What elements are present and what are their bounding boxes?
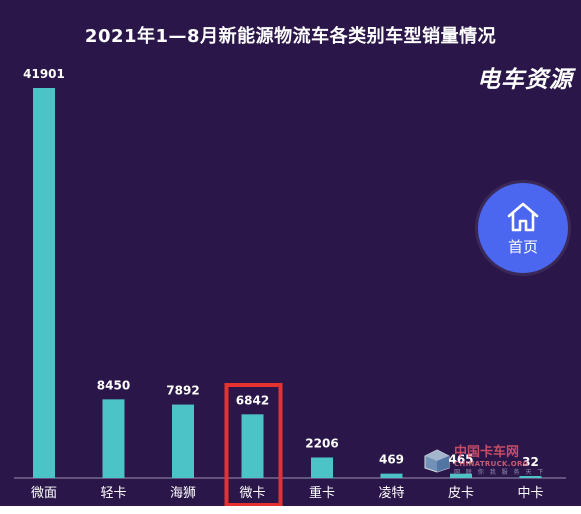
category-label-0: 微面 bbox=[31, 486, 57, 501]
category-label-1: 轻卡 bbox=[100, 486, 126, 501]
home-button[interactable]: 首页 bbox=[478, 183, 568, 273]
category-label-4: 重卡 bbox=[309, 485, 335, 501]
data-label-6: 465 bbox=[448, 453, 473, 467]
bar-2 bbox=[172, 404, 194, 478]
bar-7 bbox=[519, 476, 542, 478]
category-label-2: 海狮 bbox=[170, 486, 196, 501]
bar-1 bbox=[102, 399, 125, 478]
category-label-3: 微卡 bbox=[239, 486, 265, 501]
chart-title: 2021年1—8月新能源物流车各类别车型销量情况 bbox=[84, 26, 497, 47]
truck-logo-icon bbox=[424, 449, 450, 473]
category-label-6: 皮卡 bbox=[448, 486, 474, 501]
watermark-cn: 中国卡车网 bbox=[454, 445, 520, 460]
data-label-4: 2206 bbox=[305, 436, 338, 450]
brand-logo: 电车资源 bbox=[477, 67, 573, 93]
data-label-7: 32 bbox=[522, 455, 539, 469]
data-label-1: 8450 bbox=[97, 378, 130, 392]
data-label-0: 41901 bbox=[23, 67, 65, 81]
category-label-5: 凌特 bbox=[378, 486, 404, 501]
data-label-2: 7892 bbox=[166, 384, 199, 398]
watermark-en: CHINATRUCK.ORG bbox=[454, 460, 529, 468]
category-label-7: 中卡 bbox=[517, 486, 543, 501]
bar-4 bbox=[311, 457, 333, 478]
data-label-3: 6842 bbox=[236, 393, 269, 407]
bottom-strip bbox=[0, 506, 581, 514]
home-label: 首页 bbox=[507, 237, 538, 256]
watermark: 中国卡车网 CHINATRUCK.ORG 网 联 你 我 服 务 天 下 bbox=[424, 446, 545, 476]
bar-6 bbox=[450, 473, 472, 478]
highlight-box bbox=[224, 383, 283, 506]
bar-0 bbox=[33, 88, 55, 478]
home-icon bbox=[507, 202, 539, 231]
bar-5 bbox=[380, 473, 403, 478]
bar-3 bbox=[241, 414, 264, 478]
watermark-sub: 网 联 你 我 服 务 天 下 bbox=[454, 469, 546, 476]
data-label-5: 469 bbox=[379, 453, 404, 467]
